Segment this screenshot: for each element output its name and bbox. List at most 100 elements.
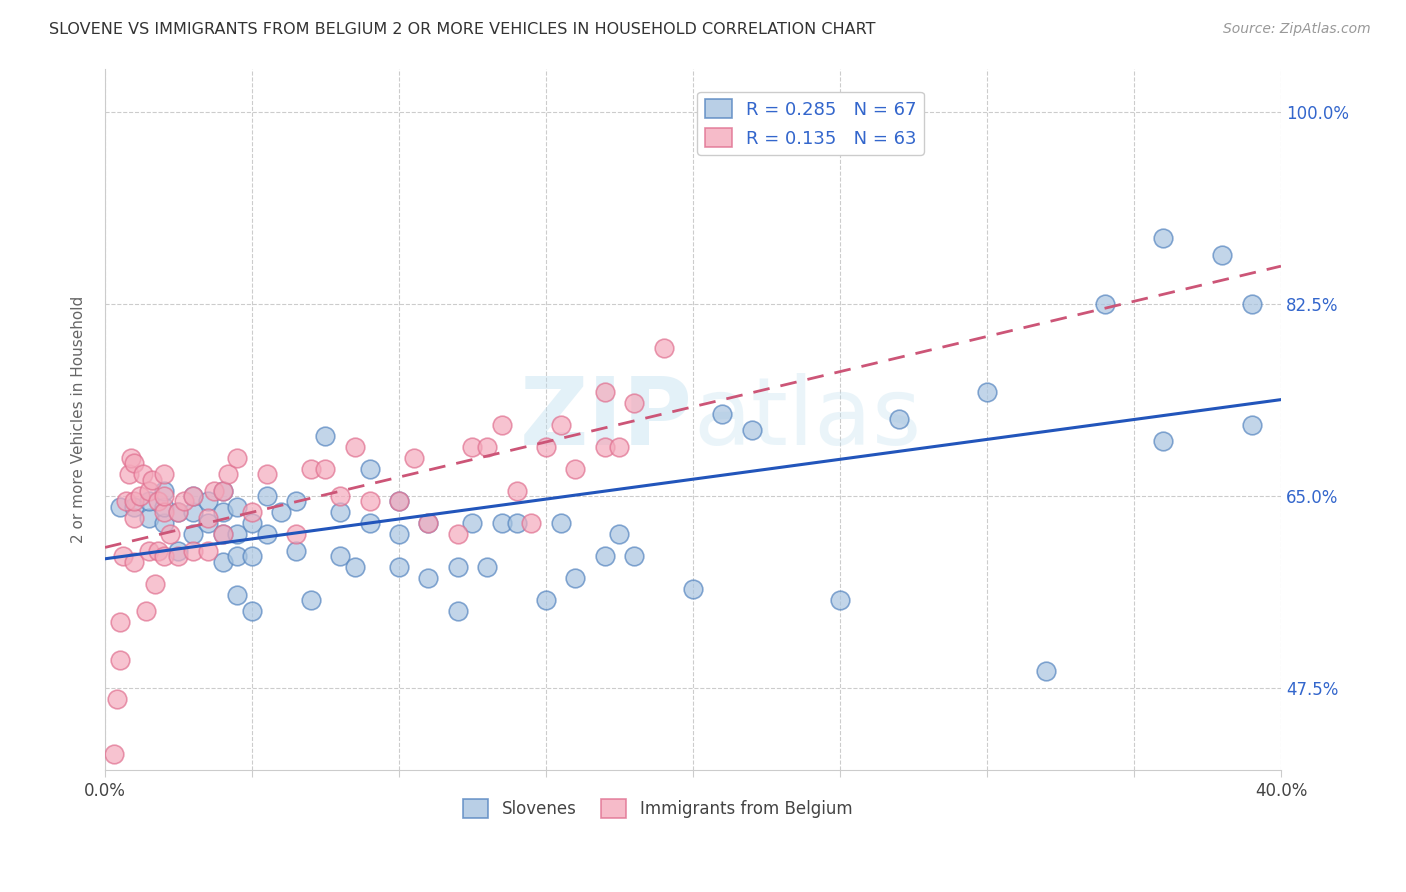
- Point: [682, 582, 704, 596]
- Point: [359, 461, 381, 475]
- Point: [1152, 231, 1174, 245]
- Point: [226, 527, 249, 541]
- Point: [418, 516, 440, 531]
- Point: [447, 527, 470, 541]
- Point: [138, 494, 160, 508]
- Point: [534, 440, 557, 454]
- Point: [120, 450, 142, 465]
- Point: [181, 527, 204, 541]
- Point: [159, 527, 181, 541]
- Point: [593, 549, 616, 564]
- Point: [447, 604, 470, 618]
- Point: [152, 467, 174, 481]
- Point: [167, 505, 190, 519]
- Point: [152, 516, 174, 531]
- Point: [1094, 297, 1116, 311]
- Point: [402, 450, 425, 465]
- Point: [388, 494, 411, 508]
- Point: [124, 456, 146, 470]
- Point: [652, 341, 675, 355]
- Point: [329, 549, 352, 564]
- Point: [520, 516, 543, 531]
- Point: [329, 505, 352, 519]
- Point: [114, 494, 136, 508]
- Point: [1035, 665, 1057, 679]
- Point: [285, 494, 308, 508]
- Point: [256, 467, 278, 481]
- Point: [256, 527, 278, 541]
- Point: [240, 505, 263, 519]
- Point: [152, 483, 174, 498]
- Point: [132, 467, 155, 481]
- Point: [623, 396, 645, 410]
- Point: [152, 489, 174, 503]
- Point: [1240, 417, 1263, 432]
- Point: [299, 593, 322, 607]
- Point: [314, 461, 336, 475]
- Point: [152, 500, 174, 514]
- Point: [226, 549, 249, 564]
- Point: [152, 549, 174, 564]
- Point: [299, 461, 322, 475]
- Point: [388, 494, 411, 508]
- Point: [240, 604, 263, 618]
- Point: [108, 653, 131, 667]
- Point: [505, 516, 527, 531]
- Point: [329, 489, 352, 503]
- Point: [167, 505, 190, 519]
- Point: [103, 747, 125, 761]
- Point: [976, 384, 998, 399]
- Point: [564, 461, 586, 475]
- Point: [105, 691, 128, 706]
- Point: [143, 576, 166, 591]
- Point: [887, 412, 910, 426]
- Legend: Slovenes, Immigrants from Belgium: Slovenes, Immigrants from Belgium: [457, 793, 859, 825]
- Text: atlas: atlas: [693, 373, 921, 466]
- Text: SLOVENE VS IMMIGRANTS FROM BELGIUM 2 OR MORE VEHICLES IN HOUSEHOLD CORRELATION C: SLOVENE VS IMMIGRANTS FROM BELGIUM 2 OR …: [49, 22, 876, 37]
- Point: [285, 543, 308, 558]
- Point: [211, 483, 233, 498]
- Point: [418, 571, 440, 585]
- Point: [167, 543, 190, 558]
- Point: [211, 505, 233, 519]
- Point: [226, 588, 249, 602]
- Point: [741, 423, 763, 437]
- Point: [270, 505, 292, 519]
- Point: [564, 571, 586, 585]
- Point: [1211, 248, 1233, 262]
- Point: [181, 543, 204, 558]
- Point: [477, 560, 499, 574]
- Point: [418, 516, 440, 531]
- Point: [146, 543, 169, 558]
- Point: [202, 483, 225, 498]
- Point: [593, 384, 616, 399]
- Point: [226, 500, 249, 514]
- Point: [108, 500, 131, 514]
- Point: [146, 494, 169, 508]
- Point: [197, 494, 219, 508]
- Point: [226, 450, 249, 465]
- Point: [181, 489, 204, 503]
- Point: [124, 555, 146, 569]
- Point: [609, 440, 631, 454]
- Point: [124, 511, 146, 525]
- Y-axis label: 2 or more Vehicles in Household: 2 or more Vehicles in Household: [72, 295, 86, 543]
- Point: [477, 440, 499, 454]
- Point: [550, 516, 572, 531]
- Point: [111, 549, 134, 564]
- Point: [447, 560, 470, 574]
- Point: [141, 473, 163, 487]
- Point: [240, 549, 263, 564]
- Point: [138, 483, 160, 498]
- Point: [181, 505, 204, 519]
- Text: ZIP: ZIP: [520, 373, 693, 466]
- Point: [217, 467, 239, 481]
- Point: [314, 428, 336, 442]
- Point: [211, 527, 233, 541]
- Point: [211, 483, 233, 498]
- Point: [124, 500, 146, 514]
- Point: [108, 615, 131, 629]
- Point: [135, 604, 157, 618]
- Point: [197, 543, 219, 558]
- Point: [1240, 297, 1263, 311]
